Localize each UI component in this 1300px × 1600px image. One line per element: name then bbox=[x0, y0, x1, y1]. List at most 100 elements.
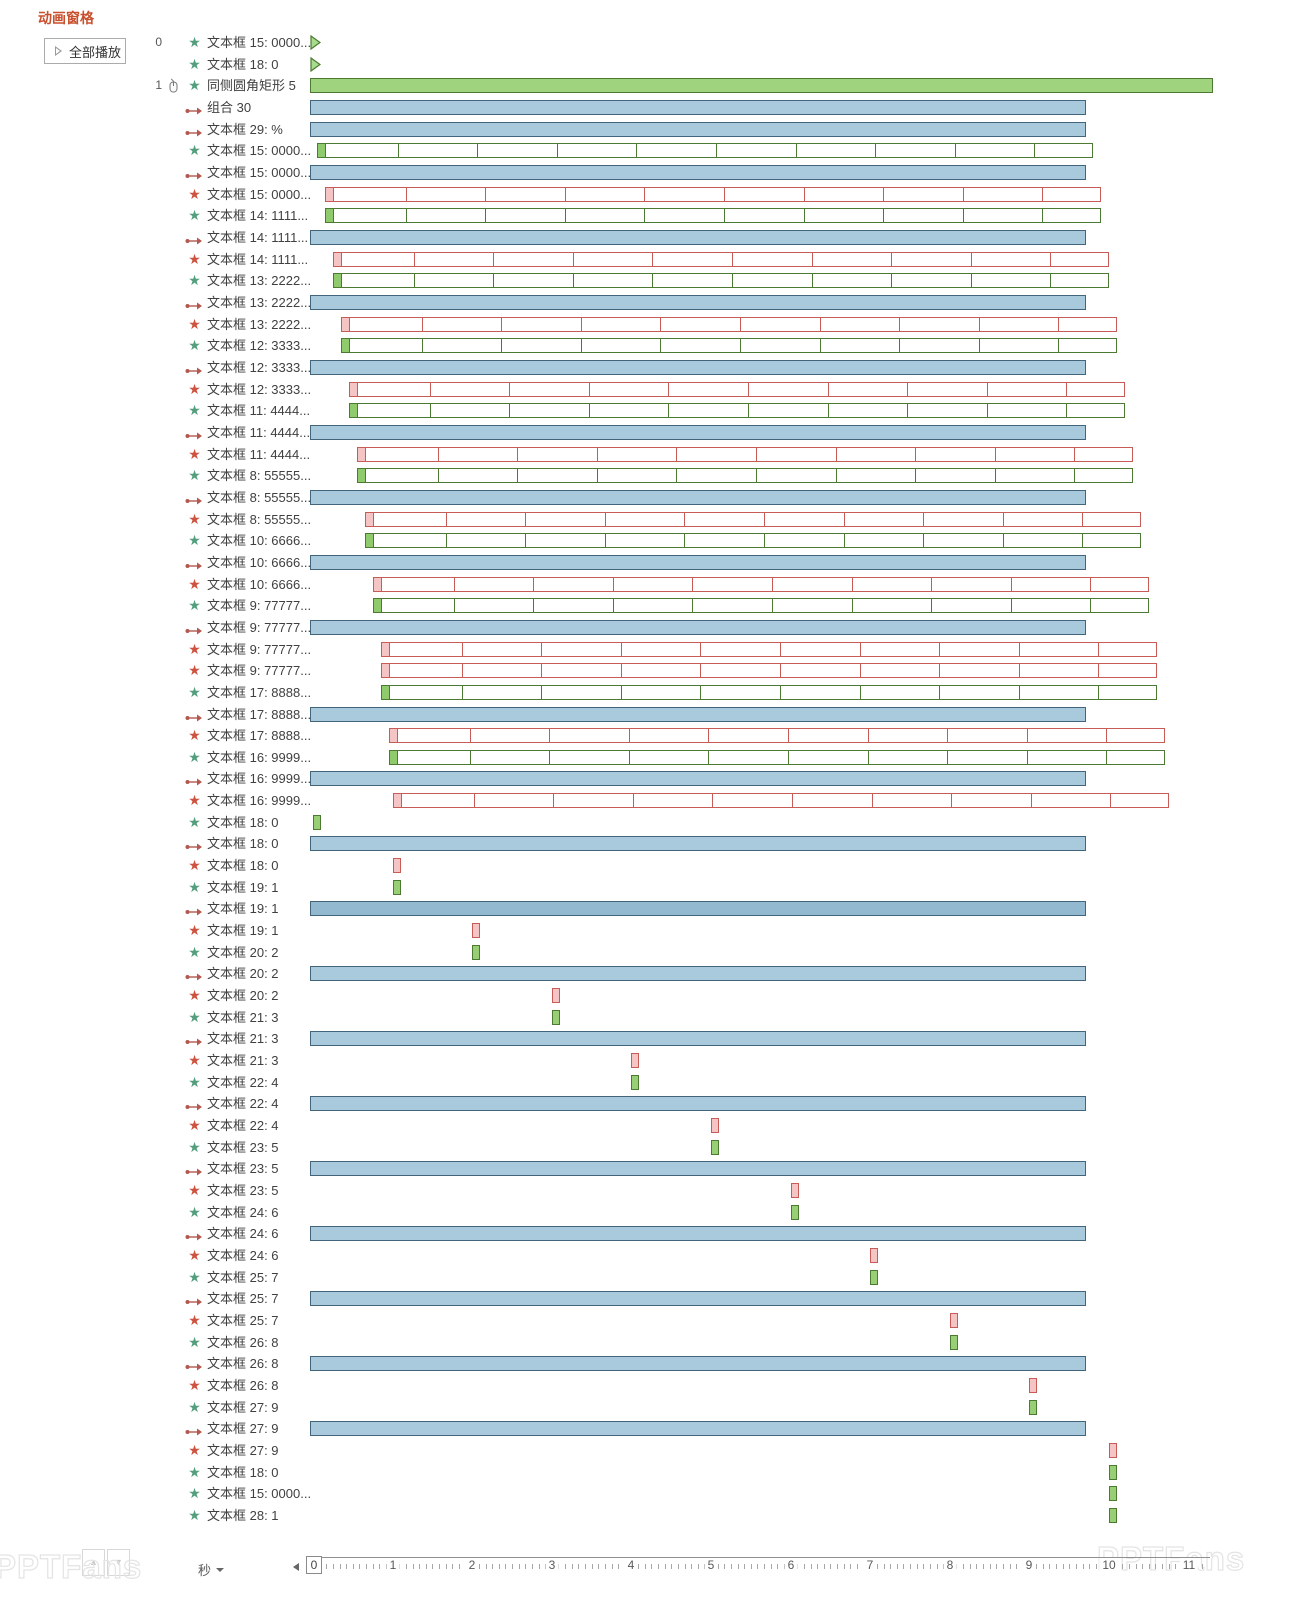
timeline-bar[interactable] bbox=[310, 1096, 1086, 1112]
animation-row[interactable]: ★ 文本框 18: 0 bbox=[0, 855, 1260, 877]
timeline-block[interactable] bbox=[1109, 1507, 1117, 1523]
timeline-repeat-bar[interactable] bbox=[389, 749, 1165, 765]
animation-row[interactable]: ★ 文本框 14: 1111... bbox=[0, 205, 1260, 227]
scroll-left-arrow[interactable] bbox=[293, 1563, 299, 1571]
animation-row[interactable]: 文本框 18: 0 bbox=[0, 833, 1260, 855]
reorder-down-button[interactable]: ▼ bbox=[107, 1549, 130, 1576]
animation-row[interactable]: ★ 文本框 22: 4 bbox=[0, 1072, 1260, 1094]
animation-row[interactable]: ★ 文本框 18: 0 bbox=[0, 1462, 1260, 1484]
timeline-repeat-bar[interactable] bbox=[381, 663, 1157, 679]
animation-row[interactable]: ★ 文本框 26: 8 bbox=[0, 1332, 1260, 1354]
animation-row[interactable]: ★ 文本框 10: 6666... bbox=[0, 530, 1260, 552]
timeline-bar[interactable] bbox=[310, 619, 1086, 635]
animation-row[interactable]: ★ 文本框 17: 8888... bbox=[0, 725, 1260, 747]
animation-row[interactable]: ★ 文本框 14: 1111... bbox=[0, 249, 1260, 271]
animation-row[interactable]: ★ 文本框 17: 8888... bbox=[0, 682, 1260, 704]
timeline-bar[interactable] bbox=[310, 836, 1086, 852]
timeline-bar[interactable] bbox=[310, 554, 1086, 570]
animation-row[interactable]: ★ 文本框 20: 2 bbox=[0, 942, 1260, 964]
timeline-repeat-bar[interactable] bbox=[357, 446, 1133, 462]
timeline-bar[interactable] bbox=[310, 1291, 1086, 1307]
zero-duration-marker[interactable] bbox=[310, 34, 322, 55]
timeline-bar[interactable] bbox=[310, 100, 1086, 115]
animation-row[interactable]: ★ 文本框 19: 1 bbox=[0, 877, 1260, 899]
animation-row[interactable]: ★ 文本框 9: 77777... bbox=[0, 639, 1260, 661]
animation-row[interactable]: ★ 文本框 13: 2222... bbox=[0, 314, 1260, 336]
animation-row[interactable]: 文本框 17: 8888... bbox=[0, 704, 1260, 726]
timeline-repeat-bar[interactable] bbox=[389, 728, 1165, 744]
timeline-bar[interactable] bbox=[310, 294, 1086, 310]
timeline-repeat-bar[interactable] bbox=[325, 186, 1101, 202]
timeline-bar[interactable] bbox=[310, 1356, 1086, 1372]
animation-row[interactable]: ★ 文本框 28: 1 bbox=[0, 1505, 1260, 1527]
animation-row[interactable]: ★ 文本框 13: 2222... bbox=[0, 270, 1260, 292]
timeline-repeat-bar[interactable] bbox=[349, 381, 1125, 397]
animation-row[interactable]: ★ 文本框 8: 55555... bbox=[0, 465, 1260, 487]
animation-row[interactable]: 组合 30 bbox=[0, 97, 1260, 119]
timeline-block[interactable] bbox=[631, 1074, 639, 1090]
timeline-bar[interactable] bbox=[310, 706, 1086, 722]
timeline-block[interactable] bbox=[791, 1204, 799, 1220]
animation-row[interactable]: 文本框 26: 8 bbox=[0, 1353, 1260, 1375]
timeline-bar[interactable] bbox=[310, 489, 1086, 505]
timeline-block[interactable] bbox=[1029, 1377, 1037, 1393]
animation-row[interactable]: 文本框 12: 3333... bbox=[0, 357, 1260, 379]
animation-row[interactable]: ★ 文本框 15: 0000... bbox=[0, 184, 1260, 206]
timeline-bar[interactable] bbox=[310, 424, 1086, 440]
timeline-block[interactable] bbox=[552, 988, 560, 1003]
timeline-bar[interactable] bbox=[310, 966, 1086, 982]
timeline-repeat-bar[interactable] bbox=[381, 684, 1157, 700]
animation-row[interactable]: ★ 文本框 9: 77777... bbox=[0, 660, 1260, 682]
timeline-bar[interactable] bbox=[310, 229, 1086, 245]
animation-row[interactable]: 文本框 10: 6666... bbox=[0, 552, 1260, 574]
timeline-repeat-bar[interactable] bbox=[333, 273, 1109, 289]
animation-row[interactable]: ★ 文本框 12: 3333... bbox=[0, 379, 1260, 401]
animation-row[interactable]: ★ 文本框 18: 0 bbox=[0, 812, 1260, 834]
timeline-repeat-bar[interactable] bbox=[365, 511, 1141, 527]
reorder-up-button[interactable]: ▲ bbox=[82, 1549, 105, 1576]
timeline-block[interactable] bbox=[393, 879, 401, 895]
animation-row[interactable]: 文本框 20: 2 bbox=[0, 963, 1260, 985]
animation-row[interactable]: ★ 文本框 19: 1 bbox=[0, 920, 1260, 942]
timeline-block[interactable] bbox=[1109, 1442, 1117, 1458]
timeline-bar[interactable] bbox=[310, 1421, 1086, 1437]
timeline-bar[interactable] bbox=[310, 771, 1086, 787]
animation-row[interactable]: 文本框 25: 7 bbox=[0, 1288, 1260, 1310]
timeline-repeat-bar[interactable] bbox=[393, 793, 1169, 809]
animation-row[interactable]: ★ 文本框 24: 6 bbox=[0, 1245, 1260, 1267]
animation-row[interactable]: ★ 文本框 23: 5 bbox=[0, 1137, 1260, 1159]
animation-row[interactable]: 文本框 21: 3 bbox=[0, 1028, 1260, 1050]
animation-row[interactable]: ★ 文本框 23: 5 bbox=[0, 1180, 1260, 1202]
timeline-block[interactable] bbox=[393, 858, 401, 874]
animation-row[interactable]: ★ 文本框 12: 3333... bbox=[0, 335, 1260, 357]
animation-row[interactable]: ★ 文本框 8: 55555... bbox=[0, 509, 1260, 531]
animation-row[interactable]: ★ 文本框 9: 77777... bbox=[0, 595, 1260, 617]
timeline-bar[interactable] bbox=[310, 901, 1086, 917]
timeline-repeat-bar[interactable] bbox=[325, 208, 1101, 224]
timeline-bar[interactable] bbox=[310, 1161, 1086, 1177]
timeline-block[interactable] bbox=[870, 1269, 878, 1285]
animation-row[interactable]: ★ 文本框 26: 8 bbox=[0, 1375, 1260, 1397]
animation-row[interactable]: ★ 文本框 27: 9 bbox=[0, 1397, 1260, 1419]
animation-row[interactable]: 文本框 15: 0000... bbox=[0, 162, 1260, 184]
animation-row[interactable]: ★ 文本框 16: 9999... bbox=[0, 747, 1260, 769]
animation-row[interactable]: 文本框 11: 4444... bbox=[0, 422, 1260, 444]
timeline-repeat-bar[interactable] bbox=[373, 576, 1149, 592]
animation-row[interactable]: ★ 文本框 21: 3 bbox=[0, 1007, 1260, 1029]
timeline-block[interactable] bbox=[791, 1183, 799, 1198]
zero-duration-marker[interactable] bbox=[310, 56, 322, 77]
timeline-block[interactable] bbox=[950, 1312, 958, 1328]
timeline-repeat-bar[interactable] bbox=[333, 251, 1109, 267]
timeline-repeat-bar[interactable] bbox=[349, 403, 1125, 419]
animation-row[interactable]: 文本框 13: 2222... bbox=[0, 292, 1260, 314]
animation-row[interactable]: ★ 文本框 18: 0 bbox=[0, 54, 1260, 76]
animation-row[interactable]: 0 ★ 文本框 15: 0000... bbox=[0, 32, 1260, 54]
animation-row[interactable]: 文本框 24: 6 bbox=[0, 1223, 1260, 1245]
animation-row[interactable]: 文本框 9: 77777... bbox=[0, 617, 1260, 639]
seconds-dropdown[interactable]: 秒 bbox=[198, 1560, 225, 1579]
animation-row[interactable]: ★ 文本框 15: 0000... bbox=[0, 1483, 1260, 1505]
animation-row[interactable]: ★ 文本框 24: 6 bbox=[0, 1202, 1260, 1224]
animation-row[interactable]: 文本框 8: 55555... bbox=[0, 487, 1260, 509]
timeline-block[interactable] bbox=[950, 1334, 958, 1350]
timeline-repeat-bar[interactable] bbox=[365, 533, 1141, 549]
